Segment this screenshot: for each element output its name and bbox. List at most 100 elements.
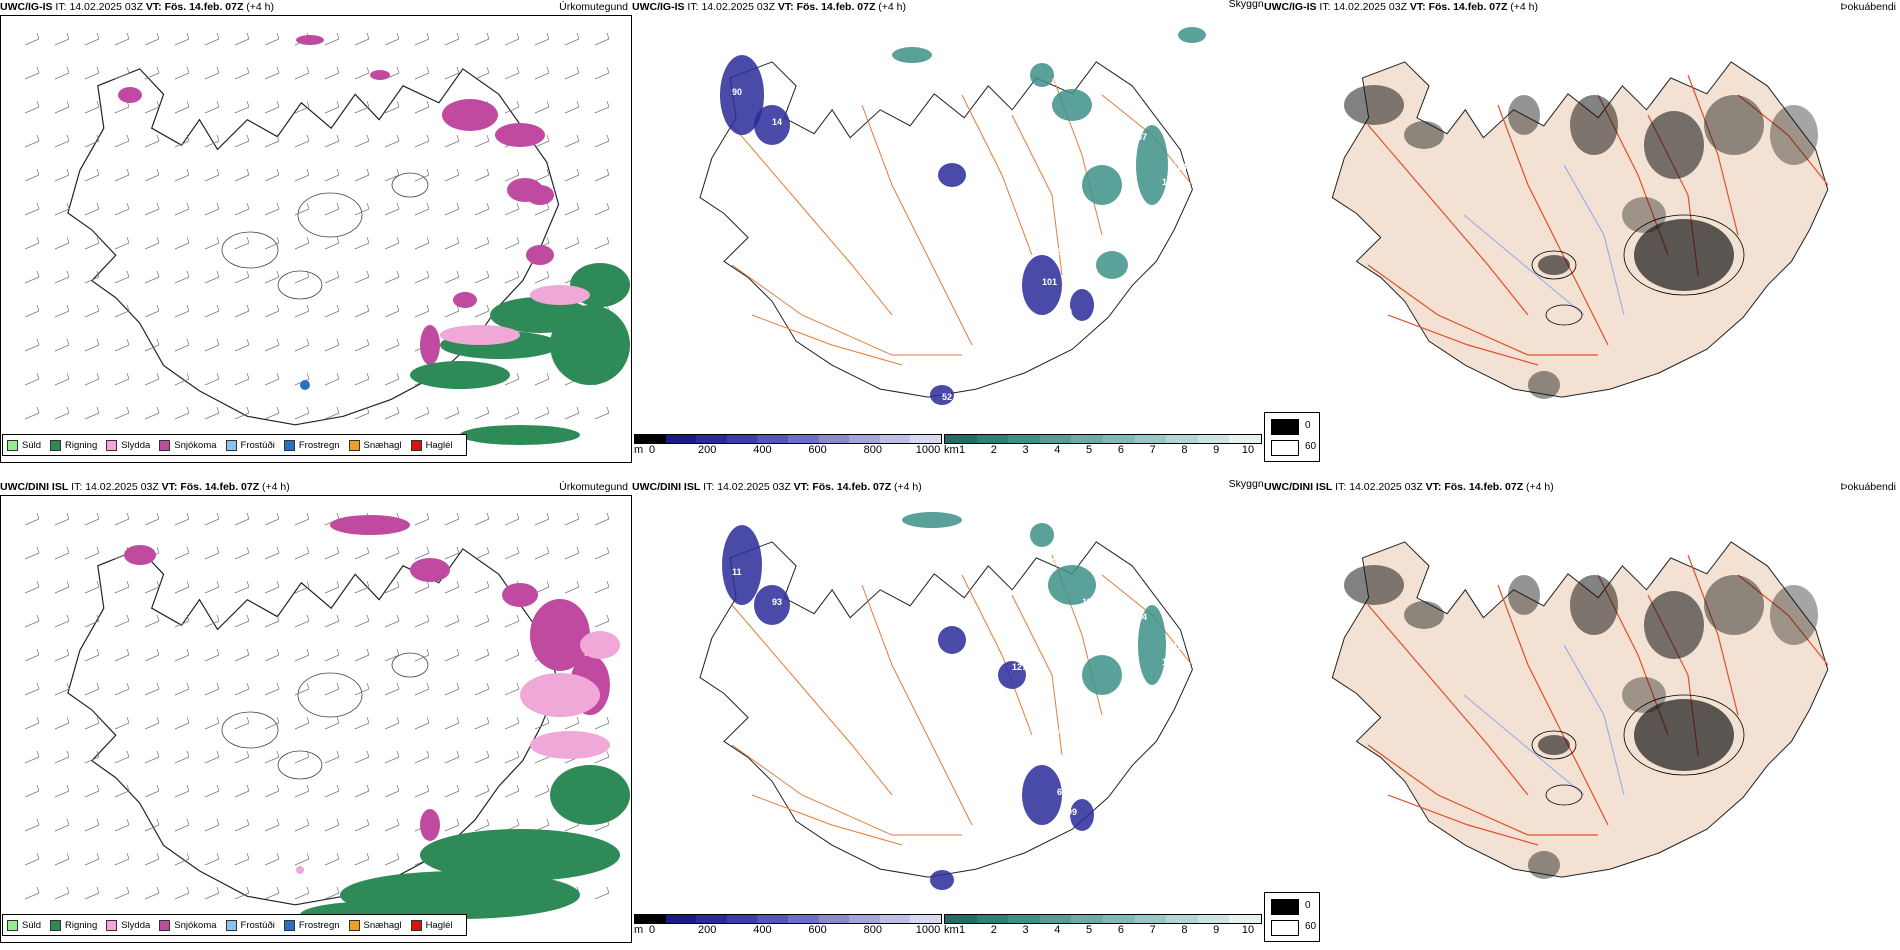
- wind-barb-icon: [354, 580, 370, 594]
- it-value: 14.02.2025 03Z: [1333, 1, 1407, 13]
- wind-barb-icon: [204, 66, 220, 80]
- low-visibility-area: [938, 163, 966, 187]
- colorbar-tick: 4: [1054, 444, 1061, 456]
- vt-label: VT:: [145, 1, 162, 13]
- road: [1367, 744, 1598, 836]
- wind-barb-icon: [144, 512, 160, 526]
- wind-barb-icon: [174, 66, 190, 80]
- wind-barb-icon: [84, 270, 100, 284]
- wind-barb-icon: [174, 338, 190, 352]
- wind-barb-icon: [84, 886, 100, 900]
- glacier-outline: [1545, 784, 1583, 806]
- legend-item: Slydda: [106, 919, 150, 931]
- wind-barb-icon: [534, 546, 550, 560]
- wind-barb-icon: [474, 134, 490, 148]
- wind-barb-icon: [294, 614, 310, 628]
- fog-max-swatch: [1271, 440, 1299, 456]
- road: [731, 604, 893, 796]
- colorbar-strip: [944, 434, 1262, 444]
- low-visibility-area: [1022, 255, 1062, 315]
- wind-barb-icon: [264, 168, 280, 182]
- wind-barb-icon: [444, 134, 460, 148]
- visibility-map: 90 14 10 555 215 97 49 118 101 99 90 35 101 86 109 100 1…: [699, 27, 1206, 405]
- wind-barb-icon: [24, 784, 40, 798]
- fog-indicator-area: [1508, 95, 1540, 135]
- wind-barb-icon: [54, 750, 70, 764]
- legend-label: Súld: [22, 919, 42, 931]
- wind-barb-icon: [594, 134, 610, 148]
- wind-barb-icon: [324, 372, 340, 386]
- wind-barb-icon: [174, 372, 190, 386]
- coastline: [699, 541, 1193, 878]
- wind-barb-icon: [324, 580, 340, 594]
- road: [1687, 554, 1739, 716]
- glacier-outline: [1531, 730, 1577, 760]
- wind-barb-icon: [144, 32, 160, 46]
- wind-barb-icon: [144, 406, 160, 420]
- legend-item: Slydda: [106, 439, 150, 451]
- wind-barb-icon: [414, 512, 430, 526]
- vt-value: Fös. 14.feb. 07Z: [1428, 1, 1508, 13]
- wind-barb-icon: [144, 270, 160, 284]
- snow-area: [118, 87, 142, 103]
- wind-barb-icon: [594, 512, 610, 526]
- wind-barb-icon: [384, 750, 400, 764]
- wind-barb-icon: [114, 236, 130, 250]
- wind-barb-icon: [54, 100, 70, 114]
- it-value: 14.02.2025 03Z: [1349, 481, 1423, 493]
- precip-type-panel: UWC/DINI ISL IT: 14.02.2025 03Z VT: Fös.…: [0, 480, 632, 948]
- wind-barb-icon: [114, 614, 130, 628]
- wind-barb-icon: [354, 648, 370, 662]
- low-visibility-area: [930, 385, 954, 405]
- colorbar-cell: [726, 435, 758, 443]
- wind-barb-icon: [414, 32, 430, 46]
- colorbar-tick: 0: [648, 444, 656, 456]
- wind-barb-icon: [384, 202, 400, 216]
- wind-barb-icon: [54, 168, 70, 182]
- colorbar-cell: [1197, 435, 1230, 443]
- wind-barb-icon: [294, 338, 310, 352]
- wind-barb-icon: [444, 236, 460, 250]
- visibility-value-label: 49: [1122, 157, 1132, 167]
- visibility-value-label: 127: [1012, 662, 1027, 672]
- wind-barb-icon: [114, 304, 130, 318]
- wind-barb-icon: [534, 716, 550, 730]
- visibility-colorbar-km: km 1 2 3 4 5 6 7 8 9 10: [944, 914, 1262, 940]
- precip-legend: Súld Rigning Slydda Snjókoma Frostúði Frostre…: [2, 434, 467, 456]
- fog-indicator-area: [1538, 735, 1570, 755]
- wind-barb-icon: [84, 168, 100, 182]
- panel-title-visibility: Skyggni: [1228, 480, 1264, 490]
- wind-barb-icon: [264, 66, 280, 80]
- wind-barb-icon: [294, 580, 310, 594]
- wind-barb-icon: [594, 546, 610, 560]
- colorbar-cell: [1134, 435, 1167, 443]
- wind-barb-icon: [264, 784, 280, 798]
- it-label: IT:: [687, 1, 699, 13]
- glacier-outline: [1623, 694, 1745, 776]
- wind-barb-icon: [564, 168, 580, 182]
- it-value: 14.02.2025 03Z: [69, 1, 143, 13]
- wind-barb-icon: [534, 372, 550, 386]
- fog-min-swatch: [1271, 419, 1299, 435]
- colorbar-tick: 6: [1117, 444, 1124, 456]
- wind-barb-icon: [24, 406, 40, 420]
- wind-barb-icon: [384, 270, 400, 284]
- legend-label: Haglél: [425, 439, 453, 451]
- wind-barb-icon: [114, 406, 130, 420]
- wind-barb-icon: [114, 32, 130, 46]
- legend-swatch: [225, 919, 237, 931]
- wind-barb-icon: [84, 304, 100, 318]
- legend-item: Súld: [7, 439, 41, 451]
- sleet-area: [530, 731, 610, 759]
- wind-barb-icon: [474, 648, 490, 662]
- legend-swatch: [50, 919, 62, 931]
- colorbar-tick: 800: [863, 444, 882, 456]
- fog-colorbox-row2: 0 60: [1264, 892, 1320, 942]
- wind-barb-icon: [174, 818, 190, 832]
- visibility-colorbar-km: km 1 2 3 4 5 6 7 8 9 10: [944, 434, 1262, 460]
- wind-barb-icon: [414, 716, 430, 730]
- wind-barb-icon: [84, 546, 100, 560]
- snow-area: [124, 545, 156, 565]
- colorbar-tick: 4: [1054, 924, 1061, 936]
